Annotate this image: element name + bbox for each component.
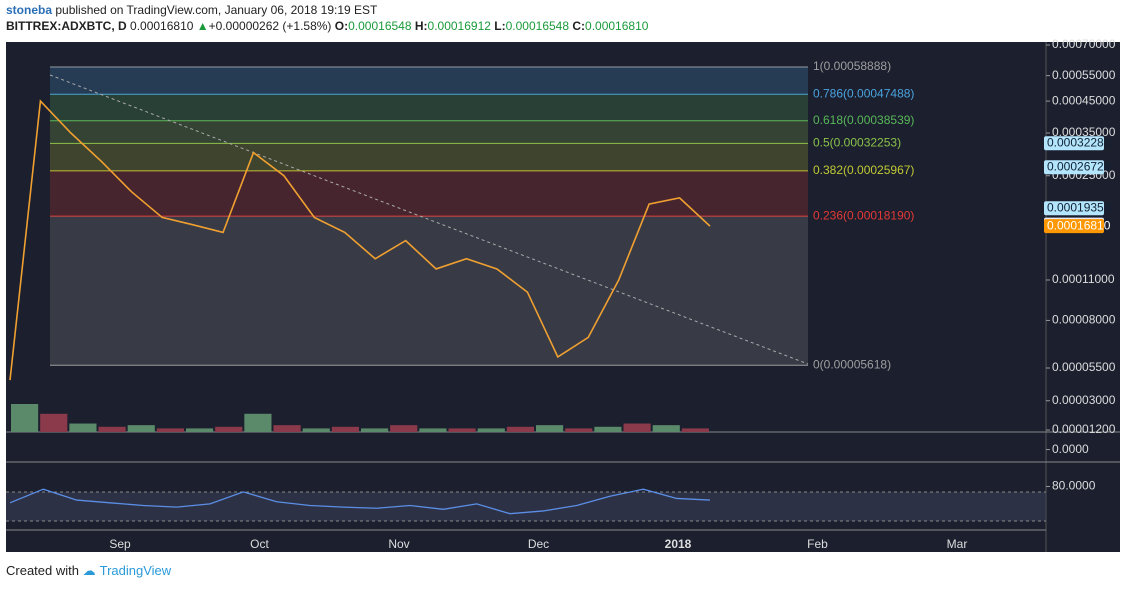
volume-bar [11, 404, 39, 432]
last-price: 0.00016810 [130, 19, 194, 33]
price-line [9, 99, 711, 381]
volume-bar [127, 425, 155, 432]
volume-bar [273, 425, 301, 432]
price-tag [1044, 219, 1104, 234]
y-tick-label: 0.00055000 [1052, 68, 1116, 82]
ohlc-key: L: [494, 19, 506, 33]
y-tick-label: 0.00008000 [1052, 313, 1116, 327]
fib-label: 0(0.00005618) [813, 357, 891, 371]
chart-bg [6, 42, 1120, 552]
author[interactable]: stoneba [6, 3, 53, 17]
y-tick-label: 0.00003000 [1052, 393, 1116, 407]
ohlc-value: 0.00016548 [348, 19, 412, 33]
x-tick-label: Oct [250, 537, 269, 551]
fib-band [50, 66, 808, 95]
x-tick-label: Feb [807, 537, 828, 551]
volume-bar [652, 425, 680, 432]
ohlc-key: C: [572, 19, 586, 33]
header: stoneba published on TradingView.com, Ja… [6, 2, 648, 34]
volume-bar [98, 426, 126, 432]
ohlc-value: 0.00016912 [427, 19, 491, 33]
volume-bar [244, 413, 272, 432]
volume-bar [215, 426, 243, 432]
volume-bar [565, 428, 593, 432]
volume-bar [681, 428, 709, 432]
fib-band [50, 94, 808, 121]
fib-label: 0.786(0.00047488) [813, 86, 914, 100]
fib-band [50, 216, 808, 366]
header-line-2: BITTREX:ADXBTC, D 0.00016810 ▲+0.0000026… [6, 18, 648, 34]
volume-bar [419, 428, 447, 432]
y-tick-label: 80.0000 [1052, 479, 1096, 493]
price-tag [1044, 136, 1104, 151]
x-tick-label: 2018 [665, 537, 692, 551]
price-tag-label: 0.00032280 [1047, 135, 1111, 149]
ohlc-value: 0.00016810 [585, 19, 649, 33]
y-tick-label: 0.00011000 [1052, 272, 1115, 286]
fib-label: 0.382(0.00025967) [813, 163, 914, 177]
y-tick-label: 0.00070000 [1052, 37, 1116, 51]
fib-label: 0.236(0.00018190) [813, 208, 914, 222]
volume-bar [361, 428, 389, 432]
chart: 1(0.00058888) 0.786(0.00047488) 0.618(0.00… [6, 37, 1120, 552]
volume-bar [390, 425, 418, 432]
volume-bar [623, 423, 651, 432]
volume-bar [448, 428, 476, 432]
price-tag-label: 0.00019353 [1047, 200, 1111, 214]
x-tick-label: Dec [528, 537, 549, 551]
fib-band [50, 120, 808, 144]
volume-bar [156, 428, 184, 432]
rsi-line [9, 488, 711, 515]
volume-bar [594, 426, 622, 432]
logo: ☁ [82, 563, 96, 578]
change: +0.00000262 (+1.58%) [208, 19, 332, 33]
footer: Created with ☁ TradingView [6, 563, 171, 579]
created-with: Created with [6, 563, 79, 578]
price-tag [1044, 160, 1104, 175]
x-tick-label: Nov [388, 537, 409, 551]
y-tick-label: 0.00035000 [1052, 125, 1116, 139]
y-tick-label: 0.0000 [1052, 442, 1089, 456]
symbol: BITTREX:ADXBTC, D [6, 19, 127, 33]
y-tick-label: 0.00001200 [1052, 422, 1116, 436]
price-tag-label: 0.00026729 [1047, 159, 1111, 173]
volume-bar [69, 423, 97, 432]
fib-label: 0.618(0.00038539) [813, 113, 914, 127]
ohlc-key: O: [334, 19, 349, 33]
fib-label: 1(0.00058888) [813, 59, 891, 73]
volume-bar [186, 428, 214, 432]
volume-bar [40, 413, 68, 432]
fib-band [50, 143, 808, 171]
price-tag-label: 0.00016810 [1047, 218, 1111, 232]
x-tick-label: Mar [947, 537, 968, 551]
y-tick-label: 0.00005500 [1052, 360, 1116, 374]
fib-band [50, 170, 808, 217]
volume-bar [302, 428, 330, 432]
fib-label: 0.5(0.00032253) [813, 136, 901, 150]
up-arrow: ▲ [196, 19, 209, 33]
ohlc-value: 0.00016548 [505, 19, 570, 33]
y-tick-label: 0.00045000 [1052, 93, 1116, 107]
ohlc: O:0.00016548 H:0.00016912 L:0.00016548 C… [335, 19, 649, 33]
ohlc-key: H: [414, 19, 428, 33]
price-tag [1044, 201, 1104, 216]
volume-bar [477, 428, 505, 432]
volume-bar [331, 426, 359, 432]
volume-bar [536, 425, 564, 432]
brand[interactable]: TradingView [99, 563, 172, 578]
volume-bar [506, 426, 534, 432]
x-tick-label: Sep [109, 537, 131, 551]
published: published on TradingView.com, January 06… [55, 3, 378, 17]
header-line-1: stoneba published on TradingView.com, Ja… [6, 2, 648, 18]
